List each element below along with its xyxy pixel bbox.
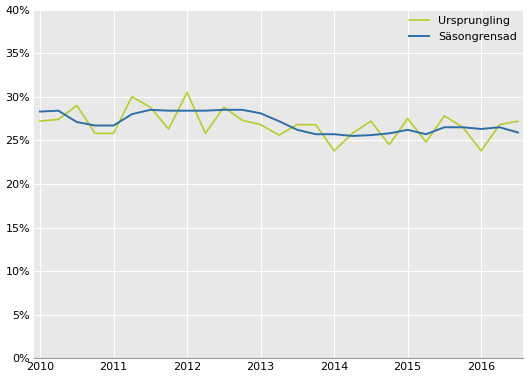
Säsongrensad — [166, 108, 172, 113]
Säsongrensad — [423, 132, 429, 136]
Säsongrensad — [478, 127, 485, 131]
Legend: Ursprungling, Säsongrensad: Ursprungling, Säsongrensad — [406, 13, 520, 45]
Ursprungling — [184, 90, 190, 94]
Säsongrensad — [74, 120, 80, 124]
Ursprungling — [441, 114, 448, 118]
Säsongrensad — [221, 108, 227, 112]
Säsongrensad — [276, 119, 282, 123]
Ursprungling — [129, 94, 135, 99]
Ursprungling — [166, 127, 172, 131]
Säsongrensad — [111, 123, 117, 128]
Ursprungling — [276, 133, 282, 137]
Säsongrensad — [496, 125, 503, 130]
Ursprungling — [147, 105, 153, 110]
Line: Säsongrensad: Säsongrensad — [40, 110, 518, 136]
Ursprungling — [386, 143, 393, 147]
Ursprungling — [239, 118, 245, 122]
Säsongrensad — [37, 109, 43, 114]
Säsongrensad — [313, 132, 319, 136]
Säsongrensad — [386, 131, 393, 136]
Ursprungling — [74, 103, 80, 108]
Säsongrensad — [368, 133, 374, 137]
Ursprungling — [478, 149, 485, 153]
Ursprungling — [92, 131, 98, 136]
Säsongrensad — [331, 132, 338, 136]
Säsongrensad — [129, 112, 135, 116]
Ursprungling — [496, 122, 503, 127]
Säsongrensad — [184, 108, 190, 113]
Säsongrensad — [441, 125, 448, 130]
Ursprungling — [349, 131, 355, 136]
Säsongrensad — [515, 130, 521, 135]
Säsongrensad — [460, 125, 466, 130]
Säsongrensad — [294, 128, 300, 132]
Ursprungling — [405, 116, 411, 121]
Ursprungling — [423, 140, 429, 144]
Säsongrensad — [349, 134, 355, 138]
Ursprungling — [294, 122, 300, 127]
Ursprungling — [515, 119, 521, 123]
Line: Ursprungling: Ursprungling — [40, 92, 518, 151]
Ursprungling — [460, 125, 466, 130]
Ursprungling — [221, 105, 227, 110]
Säsongrensad — [405, 128, 411, 132]
Ursprungling — [368, 119, 374, 123]
Ursprungling — [111, 131, 117, 136]
Säsongrensad — [147, 108, 153, 112]
Ursprungling — [331, 149, 338, 153]
Säsongrensad — [202, 108, 208, 113]
Säsongrensad — [92, 123, 98, 128]
Ursprungling — [202, 131, 208, 136]
Ursprungling — [55, 117, 61, 122]
Säsongrensad — [239, 108, 245, 112]
Ursprungling — [313, 122, 319, 127]
Ursprungling — [258, 122, 264, 127]
Ursprungling — [37, 119, 43, 123]
Säsongrensad — [55, 108, 61, 113]
Säsongrensad — [258, 111, 264, 116]
